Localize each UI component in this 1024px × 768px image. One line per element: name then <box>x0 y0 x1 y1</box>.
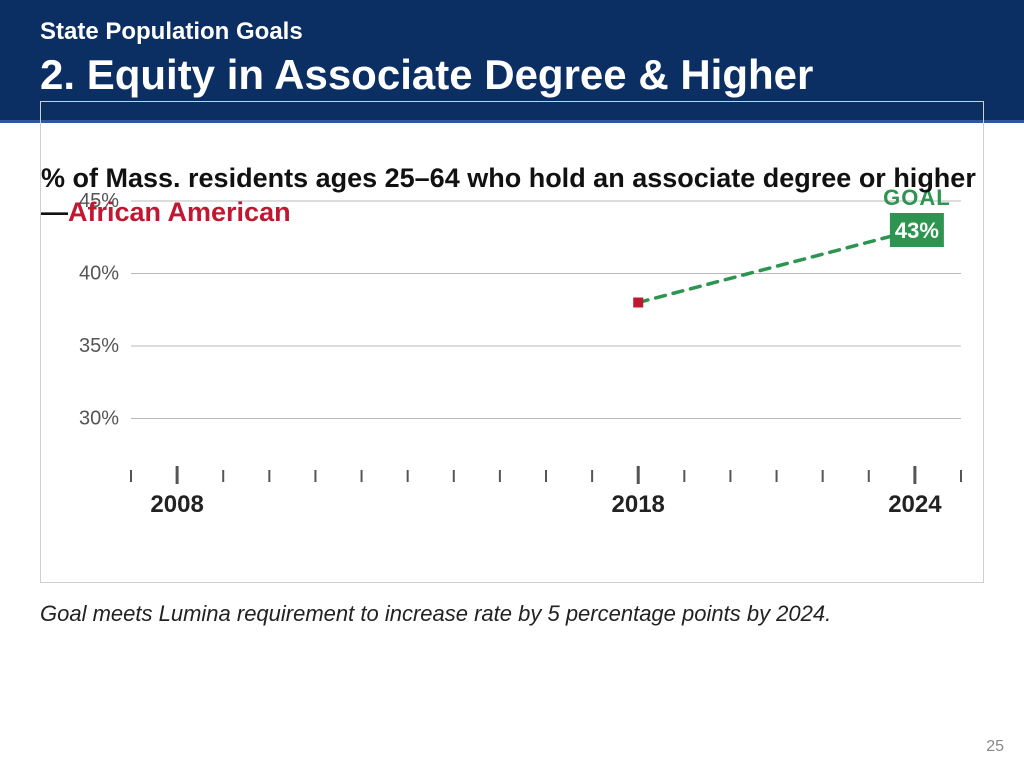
svg-text:30%: 30% <box>79 408 119 430</box>
header-title: 2. Equity in Associate Degree & Higher <box>40 52 984 98</box>
svg-text:2008: 2008 <box>150 491 203 518</box>
chart-container: % of Mass. residents ages 25–64 who hold… <box>40 101 984 583</box>
chart-title: % of Mass. residents ages 25–64 who hold… <box>41 162 983 230</box>
svg-text:35%: 35% <box>79 335 119 357</box>
page-number: 25 <box>986 738 1004 756</box>
chart-footnote: Goal meets Lumina requirement to increas… <box>40 601 984 627</box>
header-subtitle: State Population Goals <box>40 18 984 46</box>
slide-content: % of Mass. residents ages 25–64 who hold… <box>0 123 1024 627</box>
svg-text:2018: 2018 <box>612 491 665 518</box>
svg-text:40%: 40% <box>79 263 119 285</box>
chart-title-emphasis: African American <box>68 197 291 227</box>
svg-text:2024: 2024 <box>888 491 942 518</box>
